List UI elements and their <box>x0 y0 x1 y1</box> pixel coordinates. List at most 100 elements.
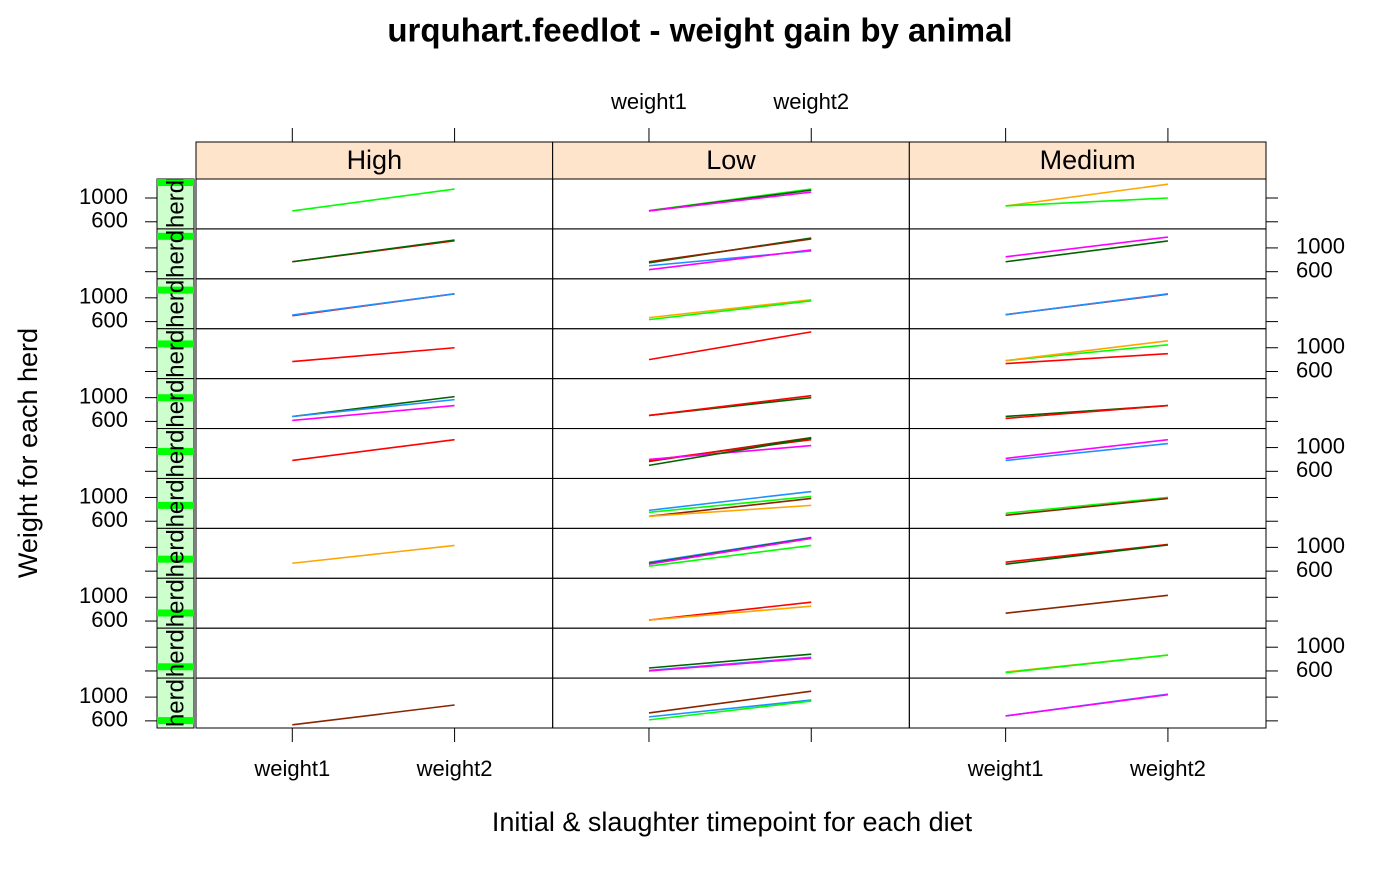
herd-strip-label: herd <box>162 429 189 477</box>
y-tick-label: 600 <box>1296 457 1333 482</box>
y-tick-label: 1000 <box>79 583 128 608</box>
series-line <box>1005 293 1169 316</box>
herd-strip-label: herd <box>162 280 189 328</box>
panel <box>908 228 1267 280</box>
series-line <box>292 346 455 363</box>
y-tick-label: 600 <box>91 507 128 532</box>
herd-level <box>157 555 194 563</box>
strip-label: High <box>347 145 403 175</box>
series-line <box>648 490 812 512</box>
herd-strip-label: herd <box>162 382 189 430</box>
y-tick-label: 1000 <box>79 284 128 309</box>
x-tick-label: weight2 <box>416 756 493 781</box>
herd-level <box>157 232 194 240</box>
panel <box>908 178 1267 230</box>
herd-strip-label: herd <box>162 676 189 724</box>
herd-level <box>157 340 194 348</box>
herd-level <box>157 286 194 294</box>
herd-strip-text: herdherdherd <box>162 283 189 425</box>
panel <box>908 378 1267 430</box>
herd-strip-label: herd <box>162 133 189 181</box>
herd-strip-label: herd <box>162 277 189 325</box>
x-tick-label: weight1 <box>253 756 330 781</box>
series-line <box>292 398 455 418</box>
panel <box>552 378 910 430</box>
herd-strip <box>156 178 195 230</box>
x-axis-title: Initial & slaughter timepoint for each d… <box>492 807 973 837</box>
herd-strip-label: herd <box>162 283 189 331</box>
y-tick-label: 600 <box>1296 657 1333 682</box>
herd-strip-label: herd <box>162 726 189 774</box>
series-line <box>648 394 812 417</box>
panel <box>552 627 910 679</box>
herd-strip-label: herd <box>162 180 189 228</box>
panel <box>908 677 1267 729</box>
herd-strip-label: herd <box>162 330 189 378</box>
herd-strip-label: herd <box>162 526 189 574</box>
panel <box>552 278 910 330</box>
herd-strip-label: herd <box>162 227 189 275</box>
panel <box>908 627 1267 679</box>
x-tick-label: weight2 <box>1129 756 1206 781</box>
series-line <box>1005 442 1168 462</box>
herd-strip-label: herd <box>162 333 189 381</box>
series-line <box>1005 594 1169 614</box>
series-line <box>648 298 812 319</box>
panel <box>195 477 554 529</box>
panel <box>552 677 910 729</box>
herd-strip <box>156 527 195 579</box>
series-line <box>648 238 812 263</box>
herd-strip-text: herdherdherd <box>162 279 189 375</box>
herd-strip <box>156 378 195 430</box>
series-line <box>1005 352 1168 365</box>
panel <box>195 378 554 430</box>
panel <box>552 477 910 529</box>
series-line <box>648 331 812 361</box>
series-line <box>648 497 812 518</box>
series-line <box>648 437 812 467</box>
y-tick-label: 1000 <box>1296 533 1345 558</box>
y-tick-label: 1000 <box>1296 234 1345 259</box>
herd-strip-label: herd <box>162 427 189 475</box>
strip-label: Medium <box>1040 145 1136 175</box>
herd-level <box>157 179 194 186</box>
series-line <box>648 300 812 321</box>
herd-strip-label: herd <box>162 576 189 624</box>
series-line <box>292 293 455 316</box>
herd-strip-label: herd <box>162 482 189 530</box>
panel <box>195 328 554 380</box>
panel <box>908 328 1267 380</box>
series-line <box>1005 236 1169 258</box>
panel <box>552 178 910 230</box>
panel <box>195 577 554 629</box>
series-line <box>1005 339 1169 362</box>
herd-strip-text: herdherdherd <box>162 482 189 624</box>
herd-strip-label: herd <box>162 377 189 425</box>
series-line <box>1005 543 1169 564</box>
y-tick-label: 600 <box>1296 258 1333 283</box>
y-axis-title: Weight for each herd <box>13 328 43 578</box>
panel <box>552 527 910 579</box>
y-tick-label: 600 <box>91 307 128 332</box>
series-line <box>292 188 455 212</box>
panel <box>195 627 554 679</box>
herd-strip-label: herd <box>162 327 189 375</box>
series-line <box>648 249 812 271</box>
panel <box>908 477 1267 529</box>
panel <box>195 677 554 729</box>
herd-strip-label: herd <box>162 532 189 580</box>
series-line <box>648 537 812 565</box>
series-line <box>1005 693 1169 717</box>
herd-strip-label: herd <box>162 579 189 627</box>
series-line <box>648 605 812 621</box>
x-tick-label: weight1 <box>610 89 687 114</box>
y-tick-label: 600 <box>1296 557 1333 582</box>
series-line <box>1005 496 1168 515</box>
series-line <box>648 700 812 721</box>
herd-strip <box>156 328 195 380</box>
chart-title: urquhart.feedlot - weight gain by animal <box>387 12 1012 49</box>
series-line <box>648 544 812 568</box>
series-line <box>648 504 812 518</box>
herd-level <box>157 448 194 456</box>
